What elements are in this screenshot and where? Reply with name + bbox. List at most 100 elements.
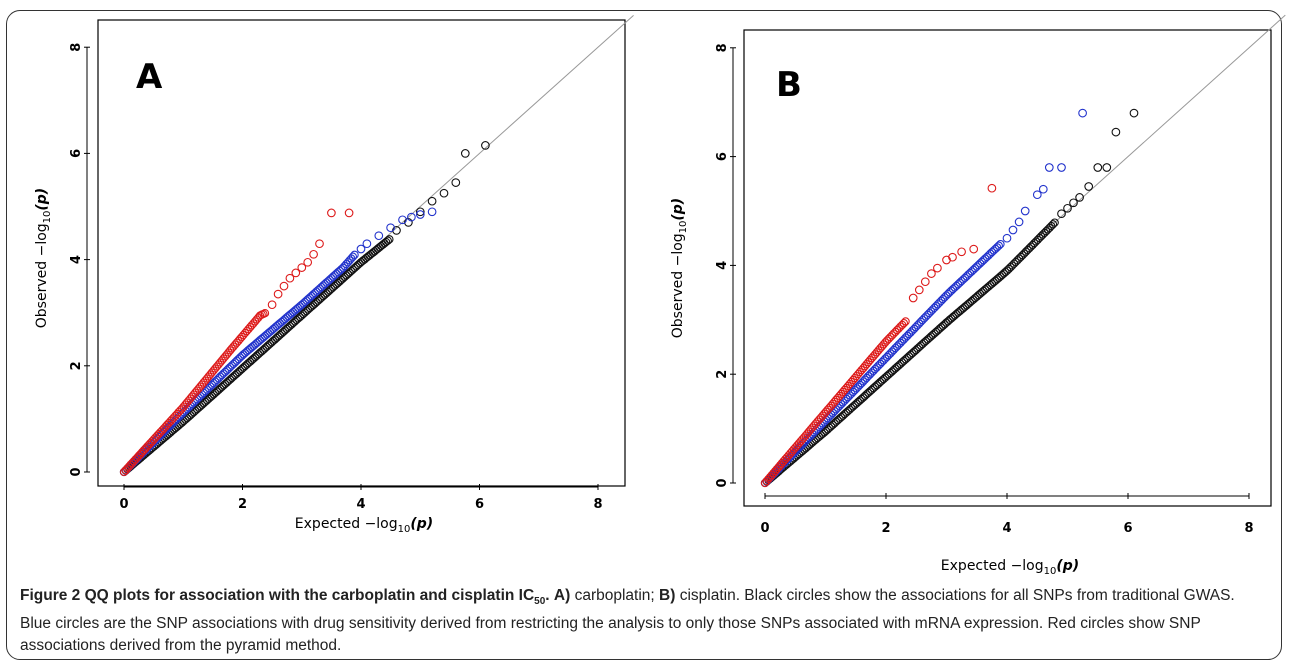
red-point <box>908 293 918 303</box>
black-point <box>385 235 394 244</box>
blue-point <box>1008 225 1018 235</box>
blue-point <box>1014 217 1024 227</box>
x-tick-label: 4 <box>1002 521 1011 536</box>
caption-a-text: carboplatin; <box>570 587 660 604</box>
red-point <box>927 269 936 278</box>
blue-point <box>1038 184 1048 194</box>
y-tick-label: 8 <box>69 43 84 52</box>
x-tick-label: 0 <box>760 521 769 536</box>
y-axis-label-a: Observed −log10(p) <box>34 188 53 328</box>
caption-b-label: B) <box>659 587 676 604</box>
black-point <box>383 236 392 245</box>
black-point <box>1050 218 1059 227</box>
panel-label-b: B <box>776 65 802 105</box>
red-point <box>327 208 336 218</box>
red-point <box>309 249 318 259</box>
black-point <box>1129 108 1139 118</box>
x-tick-label: 6 <box>475 497 484 512</box>
y-tick-label: 2 <box>69 361 84 370</box>
y-tick-label: 0 <box>715 478 730 487</box>
black-point <box>1069 198 1078 208</box>
blue-point <box>407 212 416 222</box>
y-tick-label: 6 <box>69 149 84 158</box>
red-point <box>267 300 277 310</box>
black-point <box>392 226 401 235</box>
red-point <box>273 289 283 299</box>
x-tick-label: 8 <box>593 497 602 512</box>
figure-caption: Figure 2 QQ plots for association with t… <box>20 585 1270 657</box>
blue-point <box>398 215 407 225</box>
marks-a: 0 2 4 6 8 0 2 4 6 8 <box>69 14 634 512</box>
red-point <box>303 257 313 267</box>
red-point <box>285 273 295 283</box>
blue-point <box>356 244 366 254</box>
black-point <box>427 196 437 206</box>
red-point <box>969 244 979 254</box>
x-tick-label: 6 <box>1123 521 1132 536</box>
blue-point <box>1057 163 1066 172</box>
blue-point <box>374 231 384 241</box>
x-tick-label: 4 <box>356 497 365 512</box>
red-point <box>948 252 957 262</box>
blue-point <box>1020 206 1030 216</box>
red-point <box>260 309 270 318</box>
panel-b: B 0 2 4 6 8 0 2 4 6 8 Expected −log10(p) Observed… <box>670 14 1286 577</box>
black-point <box>481 141 490 150</box>
x-tick-label: 2 <box>238 497 247 512</box>
caption-a-label: A) <box>553 587 571 604</box>
red-point <box>933 263 942 273</box>
red-point <box>297 263 307 272</box>
caption-title-sub: 50 <box>534 596 546 608</box>
y-tick-label: 2 <box>715 370 730 379</box>
red-point <box>279 281 289 291</box>
black-point <box>1075 193 1084 202</box>
black-point <box>1063 203 1072 213</box>
red-point <box>899 319 909 328</box>
blue-point <box>1032 190 1042 200</box>
y-tick-label: 4 <box>715 261 730 270</box>
black-point <box>1111 127 1121 137</box>
black-point <box>415 207 425 217</box>
y-axis-label-b: Observed −log10(p) <box>670 198 689 338</box>
x-tick-label: 8 <box>1244 521 1253 536</box>
figure-frame <box>6 10 1282 660</box>
caption-title: QQ plots for association with the carbop… <box>84 587 550 608</box>
blue-point <box>427 207 437 217</box>
red-point <box>914 285 924 295</box>
red-point <box>344 208 354 218</box>
blue-point <box>1044 163 1054 172</box>
blue-point <box>994 241 1003 250</box>
y-tick-label: 6 <box>715 152 730 161</box>
blue-point <box>386 223 395 233</box>
red-point <box>957 247 966 257</box>
blue-point <box>362 239 372 249</box>
blue-point <box>996 239 1005 249</box>
red-point <box>901 317 910 326</box>
black-point <box>1093 163 1103 172</box>
caption-b-text: cisplatin. Black circles show the associ… <box>20 587 1235 655</box>
blue-point <box>350 250 359 259</box>
blue-point <box>1002 233 1012 243</box>
y-tick-label: 8 <box>715 43 730 52</box>
panel-a: A 0 2 4 6 8 0 2 4 6 8 Expected −log10(p) Observed… <box>34 14 634 535</box>
black-point <box>1084 182 1094 191</box>
red-point <box>315 239 324 249</box>
y-tick-label: 0 <box>69 467 84 476</box>
x-axis-label-a: Expected −log10(p) <box>295 516 433 535</box>
marks-b: 0 2 4 6 8 0 2 4 6 8 <box>715 14 1286 536</box>
black-point <box>1102 163 1112 172</box>
caption-title-main: QQ plots for association with the carbop… <box>84 587 535 604</box>
x-tick-label: 2 <box>881 521 890 536</box>
black-point <box>439 188 449 198</box>
red-point <box>291 268 301 278</box>
blue-point <box>1078 108 1087 118</box>
red-point <box>920 277 930 287</box>
caption-fig-label: Figure 2 <box>20 587 81 604</box>
plot-frame-b <box>743 29 1272 507</box>
black-point <box>460 149 470 158</box>
blue-point <box>415 210 425 219</box>
black-point <box>404 218 413 227</box>
caption-title-end: . <box>545 587 550 604</box>
black-point <box>1057 209 1066 219</box>
